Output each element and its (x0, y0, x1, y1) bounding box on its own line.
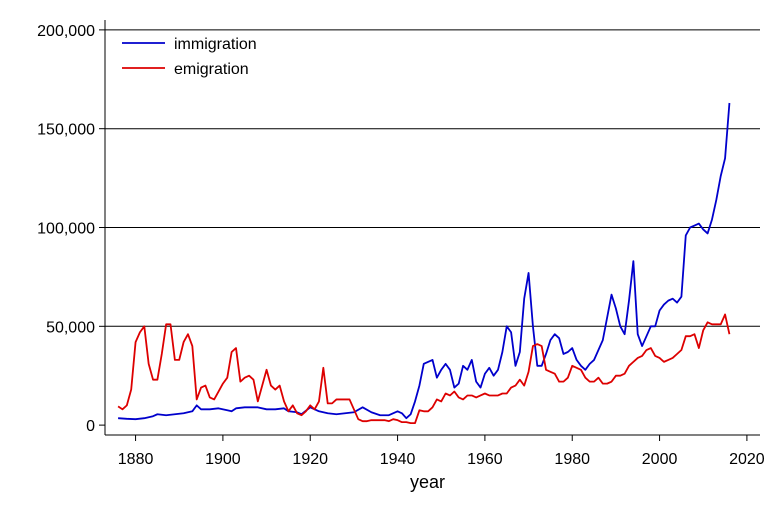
legend-label-emigration: emigration (174, 61, 249, 78)
series-line-emigration (117, 313, 731, 425)
x-axis-title: year (410, 472, 445, 492)
y-tick-label: 0 (86, 418, 95, 435)
x-tick-label: 2020 (729, 451, 765, 468)
x-tick-label: 1980 (554, 451, 590, 468)
legend-label-immigration: immigration (174, 36, 257, 53)
y-tick-label: 100,000 (37, 221, 95, 238)
series-line-immigration (118, 102, 731, 421)
legend: immigration emigration (122, 36, 257, 78)
series-layer (117, 102, 731, 425)
x-tick-label: 1940 (380, 451, 416, 468)
y-axis-ticks: 0 50,000 100,000 150,000 200,000 (37, 23, 105, 435)
x-tick-label: 1960 (467, 451, 503, 468)
y-tick-label: 50,000 (46, 319, 95, 336)
y-tick-label: 200,000 (37, 23, 95, 40)
x-tick-label: 2000 (642, 451, 678, 468)
x-tick-label: 1900 (205, 451, 241, 468)
y-tick-label: 150,000 (37, 122, 95, 139)
x-tick-label: 1920 (292, 451, 328, 468)
x-axis-ticks: 1880 1900 1920 1940 1960 1980 2000 2020 (118, 435, 765, 468)
x-tick-label: 1880 (118, 451, 154, 468)
